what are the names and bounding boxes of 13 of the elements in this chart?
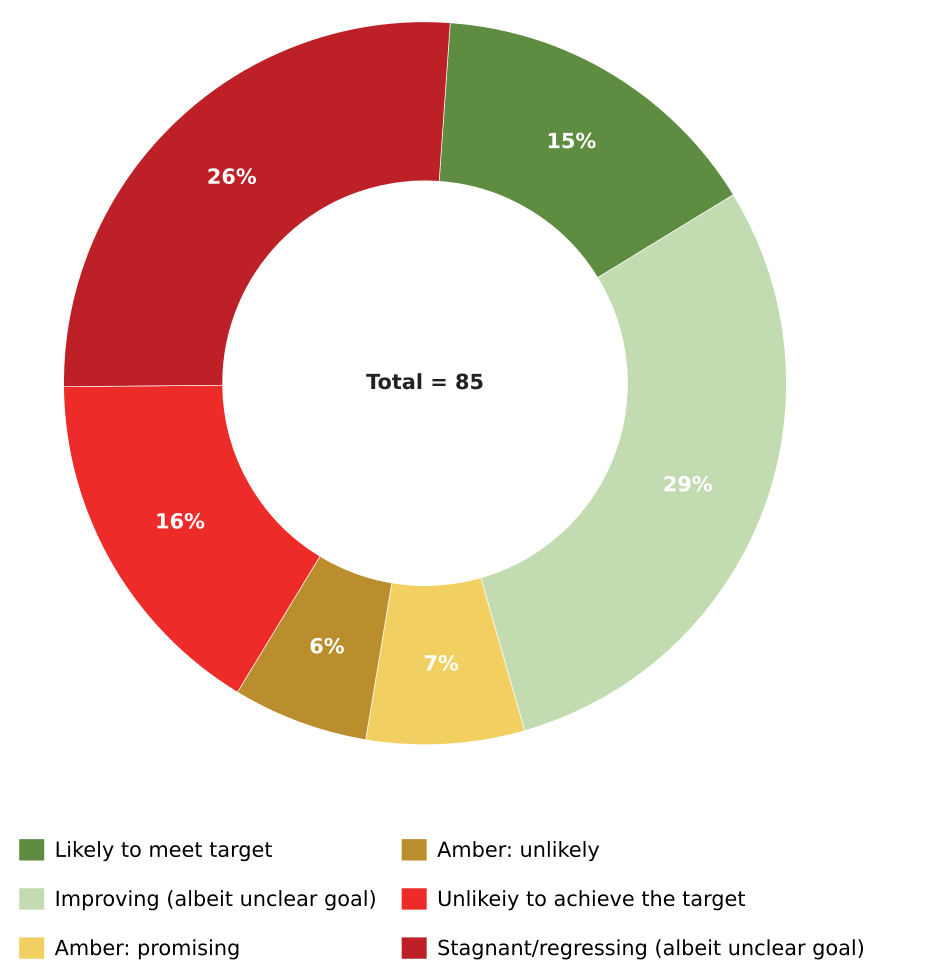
legend-label: Unlikeiy to achieve the target: [438, 890, 745, 910]
legend-label: Amber: unlikely: [437, 841, 600, 862]
text: Total = 85: [366, 373, 483, 390]
data-label: 6%: [310, 638, 344, 654]
data-label: 29%: [664, 476, 712, 492]
data-label: 26%: [208, 168, 256, 184]
data-label: 16%: [157, 512, 204, 529]
legend-label: Likely to meet target: [56, 841, 272, 862]
legend-label: Stagnant/regressing (albeit unclear goal): [438, 939, 864, 960]
legend-label: Amber: promising: [54, 939, 238, 960]
data-label: 7%: [424, 655, 458, 671]
legend-label: Improving (albeit unclear goal): [56, 890, 375, 910]
data-label: 15%: [548, 132, 596, 148]
